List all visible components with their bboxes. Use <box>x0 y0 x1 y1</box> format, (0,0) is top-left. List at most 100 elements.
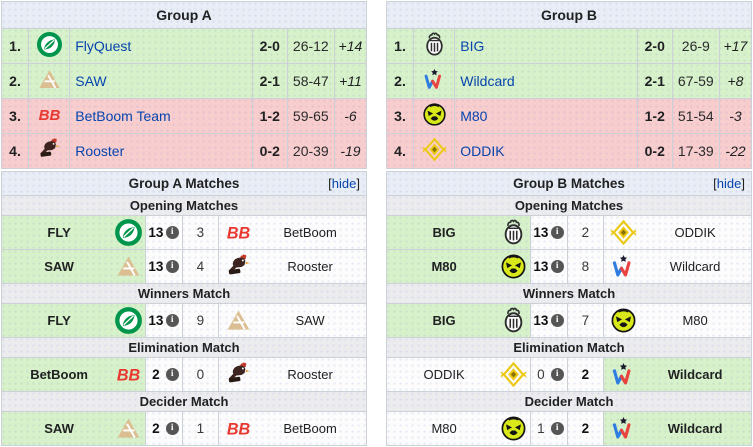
left-score: 13 <box>533 225 549 240</box>
right-score: 2 <box>581 421 590 436</box>
score-cell-right: 1 <box>181 411 220 446</box>
hide-link[interactable]: hide <box>331 176 357 191</box>
team-abbr: FLY <box>47 225 71 240</box>
oddik-logo-icon <box>499 360 528 389</box>
match-team-right: Wildcard <box>603 249 752 284</box>
svg-text:BB: BB <box>227 421 251 439</box>
match-info-icon[interactable]: i <box>165 226 179 239</box>
left-score: 1 <box>537 421 545 436</box>
matches-header-cell: Group B Matches [hide] <box>386 171 752 196</box>
match-info-icon[interactable]: i <box>165 368 179 381</box>
match-info-icon[interactable]: i <box>550 368 564 381</box>
team-abbr: BetBoom <box>283 225 337 240</box>
svg-text:BB: BB <box>117 367 141 385</box>
section-header: Winners Match <box>386 283 752 304</box>
team-name-cell: BetBoom Team <box>69 98 253 134</box>
section-header: Winners Match <box>1 283 367 304</box>
right-score: 9 <box>196 313 205 328</box>
m80-logo-icon <box>499 414 528 443</box>
match-team-left: ODDIK <box>385 357 532 392</box>
team-logo-cell <box>27 63 71 99</box>
betboom-logo-icon[interactable]: BB <box>36 101 63 128</box>
round-score: 58-47 <box>286 63 335 99</box>
score-cell-right: 7 <box>566 303 605 338</box>
group-title: Group A <box>1 1 367 29</box>
match-team-right: M80 <box>603 303 752 338</box>
wildcard-logo-icon[interactable] <box>421 66 448 93</box>
team-link[interactable]: SAW <box>75 73 107 89</box>
match-row: FLY 13 i 9 SAW <box>0 303 367 338</box>
team-abbr: M80 <box>431 421 457 436</box>
match-team-left: BIG <box>385 303 532 338</box>
match-info-icon[interactable]: i <box>165 314 179 327</box>
standings-table: Group B 1. BIG 2-0 26-9 +17 2. Wildcard 2-1 67-59… <box>386 1 753 169</box>
collapse-toggle: [hide] <box>713 173 745 195</box>
series-score: 2-1 <box>636 63 673 99</box>
team-link[interactable]: Rooster <box>75 143 125 159</box>
rank-cell: 4. <box>386 133 414 169</box>
team-abbr: Wildcard <box>669 259 721 274</box>
rooster-logo-icon <box>224 252 253 281</box>
m80-logo-icon <box>609 306 638 335</box>
rooster-logo-icon[interactable] <box>36 136 63 163</box>
match-team-right: SAW <box>218 303 367 338</box>
standings-row: 4. ODDIK 0-2 17-39 -22 <box>386 133 753 169</box>
score-cell-right: 9 <box>181 303 220 338</box>
match-row: M80 13 i 8 Wildcard <box>385 249 752 284</box>
left-score: 13 <box>533 313 549 328</box>
match-team-left: M80 <box>385 249 532 284</box>
left-score: 2 <box>152 421 160 436</box>
flyquest-logo-icon[interactable] <box>36 31 63 58</box>
team-abbr: M80 <box>682 313 708 328</box>
score-cell-right: 2 <box>566 215 605 250</box>
right-score: 3 <box>196 225 205 240</box>
team-link[interactable]: BIG <box>460 38 485 54</box>
match-team-left: BIG <box>385 215 532 250</box>
standings-row: 1. BIG 2-0 26-9 +17 <box>386 28 753 64</box>
match-info-icon[interactable]: i <box>165 422 179 435</box>
match-team-left: SAW <box>0 411 147 446</box>
match-info-icon[interactable]: i <box>550 422 564 435</box>
score-cell-right: 3 <box>181 215 220 250</box>
big-logo-icon[interactable] <box>421 31 448 58</box>
rooster-logo-icon <box>224 360 253 389</box>
hide-link[interactable]: hide <box>716 176 742 191</box>
match-info-icon[interactable]: i <box>550 260 564 273</box>
match-team-right: Rooster <box>218 357 367 392</box>
team-link[interactable]: ODDIK <box>460 143 505 159</box>
m80-logo-icon[interactable] <box>421 101 448 128</box>
team-link[interactable]: Wildcard <box>460 73 515 89</box>
team-abbr: FLY <box>47 313 71 328</box>
round-score: 59-65 <box>286 98 335 134</box>
right-score: 2 <box>581 225 590 240</box>
round-diff: -22 <box>718 133 753 169</box>
round-diff: +8 <box>718 63 753 99</box>
standings-row: 2. SAW 2-1 58-47 +11 <box>1 63 368 99</box>
team-abbr: ODDIK <box>423 367 465 382</box>
score-cell-left: 13 i <box>145 215 183 250</box>
matches-table: Group A Matches[hide] Opening Matches FLY 1… <box>0 171 367 446</box>
team-abbr: Wildcard <box>667 367 723 382</box>
team-name-cell: Rooster <box>69 133 253 169</box>
rank-cell: 1. <box>386 28 414 64</box>
team-link[interactable]: BetBoom Team <box>75 108 171 124</box>
team-link[interactable]: FlyQuest <box>75 38 132 54</box>
oddik-logo-icon[interactable] <box>421 136 448 163</box>
standings-row: 3. M80 1-2 51-54 -3 <box>386 98 753 134</box>
team-abbr: M80 <box>431 259 457 274</box>
team-abbr: SAW <box>44 421 74 436</box>
series-score: 2-0 <box>251 28 288 64</box>
team-abbr: BIG <box>432 225 456 240</box>
saw-logo-icon[interactable] <box>36 66 63 93</box>
team-name-cell: SAW <box>69 63 253 99</box>
team-abbr: BetBoom <box>30 367 88 382</box>
team-link[interactable]: M80 <box>460 108 488 124</box>
team-name-cell: FlyQuest <box>69 28 253 64</box>
section-header: Decider Match <box>386 391 752 412</box>
match-info-icon[interactable]: i <box>550 226 564 239</box>
match-info-icon[interactable]: i <box>165 260 179 273</box>
collapse-toggle: [hide] <box>328 173 360 195</box>
match-info-icon[interactable]: i <box>550 314 564 327</box>
